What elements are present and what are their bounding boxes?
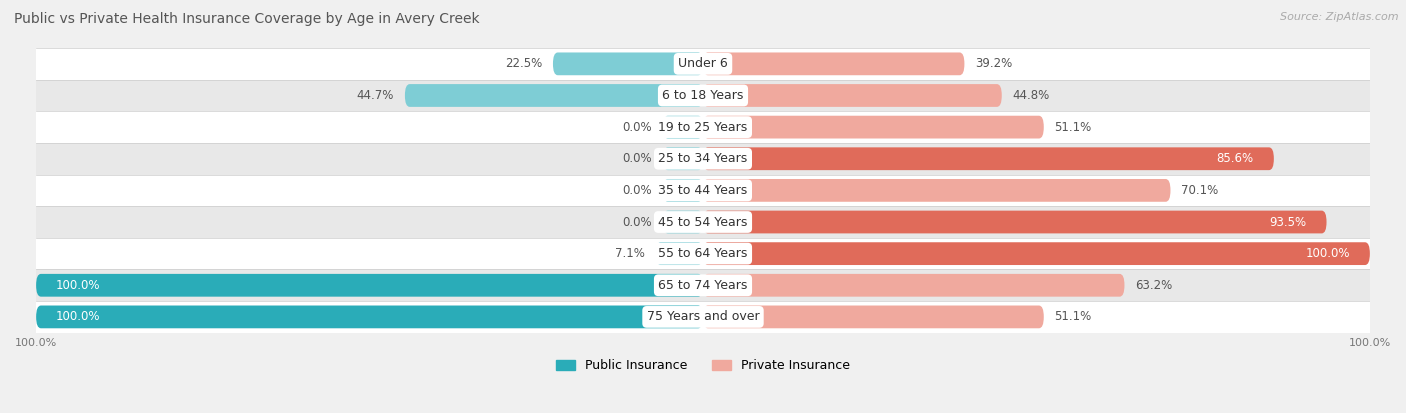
Bar	[37, 206, 1369, 238]
FancyBboxPatch shape	[703, 179, 1170, 202]
Text: 51.1%: 51.1%	[1054, 311, 1091, 323]
FancyBboxPatch shape	[703, 306, 1043, 328]
Text: 0.0%: 0.0%	[623, 152, 652, 165]
Text: 0.0%: 0.0%	[623, 216, 652, 228]
Text: 70.1%: 70.1%	[1181, 184, 1219, 197]
Text: 85.6%: 85.6%	[1216, 152, 1254, 165]
Bar	[37, 111, 1369, 143]
Text: 22.5%: 22.5%	[505, 57, 543, 70]
Text: 44.7%: 44.7%	[357, 89, 394, 102]
Text: 39.2%: 39.2%	[976, 57, 1012, 70]
Text: 75 Years and over: 75 Years and over	[647, 311, 759, 323]
FancyBboxPatch shape	[37, 306, 703, 328]
Text: 65 to 74 Years: 65 to 74 Years	[658, 279, 748, 292]
Text: Source: ZipAtlas.com: Source: ZipAtlas.com	[1281, 12, 1399, 22]
Bar	[37, 238, 1369, 269]
Text: 51.1%: 51.1%	[1054, 121, 1091, 134]
FancyBboxPatch shape	[703, 242, 1369, 265]
FancyBboxPatch shape	[703, 52, 965, 75]
Text: 55 to 64 Years: 55 to 64 Years	[658, 247, 748, 260]
FancyBboxPatch shape	[405, 84, 703, 107]
FancyBboxPatch shape	[655, 242, 703, 265]
Text: 35 to 44 Years: 35 to 44 Years	[658, 184, 748, 197]
FancyBboxPatch shape	[703, 84, 1001, 107]
FancyBboxPatch shape	[703, 211, 1326, 233]
Text: 6 to 18 Years: 6 to 18 Years	[662, 89, 744, 102]
FancyBboxPatch shape	[664, 211, 703, 233]
Text: Under 6: Under 6	[678, 57, 728, 70]
FancyBboxPatch shape	[664, 179, 703, 202]
FancyBboxPatch shape	[703, 274, 1125, 297]
Text: 63.2%: 63.2%	[1135, 279, 1173, 292]
Legend: Public Insurance, Private Insurance: Public Insurance, Private Insurance	[555, 359, 851, 372]
Text: 7.1%: 7.1%	[614, 247, 645, 260]
Bar	[37, 48, 1369, 80]
Bar	[37, 301, 1369, 333]
FancyBboxPatch shape	[553, 52, 703, 75]
Bar	[37, 269, 1369, 301]
FancyBboxPatch shape	[664, 116, 703, 138]
Text: 25 to 34 Years: 25 to 34 Years	[658, 152, 748, 165]
Text: 19 to 25 Years: 19 to 25 Years	[658, 121, 748, 134]
Bar	[37, 143, 1369, 175]
Text: 0.0%: 0.0%	[623, 121, 652, 134]
Text: 44.8%: 44.8%	[1012, 89, 1050, 102]
Text: 100.0%: 100.0%	[56, 311, 101, 323]
FancyBboxPatch shape	[37, 274, 703, 297]
FancyBboxPatch shape	[664, 147, 703, 170]
Text: 45 to 54 Years: 45 to 54 Years	[658, 216, 748, 228]
Text: Public vs Private Health Insurance Coverage by Age in Avery Creek: Public vs Private Health Insurance Cover…	[14, 12, 479, 26]
Bar	[37, 80, 1369, 111]
FancyBboxPatch shape	[703, 116, 1043, 138]
Text: 100.0%: 100.0%	[56, 279, 101, 292]
Text: 93.5%: 93.5%	[1270, 216, 1306, 228]
Text: 100.0%: 100.0%	[1305, 247, 1350, 260]
Text: 0.0%: 0.0%	[623, 184, 652, 197]
FancyBboxPatch shape	[703, 147, 1274, 170]
Bar	[37, 175, 1369, 206]
